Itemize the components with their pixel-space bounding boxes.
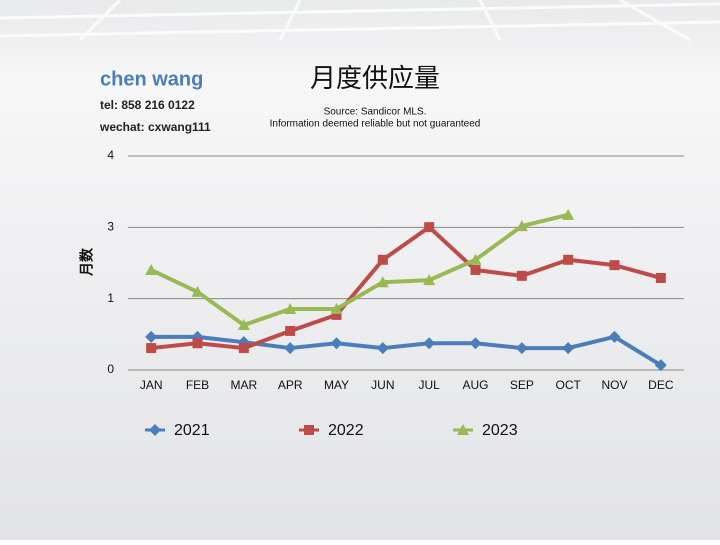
- marker: [423, 337, 436, 350]
- marker: [377, 254, 388, 265]
- legend-label: 2023: [482, 422, 518, 439]
- marker: [145, 330, 158, 343]
- series-line: [151, 334, 662, 367]
- marker: [563, 254, 574, 265]
- contact-wechat: wechat: cxwang111: [99, 120, 211, 134]
- marker: [284, 303, 297, 315]
- legend-label: 2022: [328, 422, 364, 439]
- x-tick-label: JUL: [418, 378, 440, 392]
- x-tick-label: DEC: [648, 378, 674, 392]
- legend-marker: [149, 424, 161, 436]
- marker: [238, 343, 249, 354]
- y-axis-label: 月数: [79, 247, 95, 277]
- marker: [330, 303, 343, 315]
- x-tick-label: JUN: [371, 378, 394, 392]
- marker: [469, 337, 482, 350]
- legend-marker: [304, 425, 314, 435]
- marker: [562, 342, 575, 355]
- x-tick-label: SEP: [510, 378, 534, 392]
- ceiling-texture: [0, 0, 720, 42]
- subtitle: Source: Sandicor MLS.: [324, 107, 427, 118]
- y-tick-label: 3: [107, 219, 114, 233]
- x-tick-label: MAR: [230, 378, 257, 392]
- y-tick-label: 1: [107, 291, 114, 305]
- marker: [331, 309, 342, 320]
- x-tick-label: AUG: [462, 378, 488, 392]
- marker: [516, 270, 527, 281]
- x-tick-label: APR: [278, 378, 303, 392]
- x-tick-label: OCT: [555, 378, 581, 392]
- series-line: [150, 212, 569, 328]
- marker: [191, 285, 204, 297]
- marker: [330, 337, 343, 350]
- marker: [285, 325, 296, 336]
- marker: [470, 264, 481, 275]
- marker: [562, 208, 575, 220]
- x-tick-label: JAN: [140, 378, 163, 392]
- marker: [469, 253, 482, 265]
- subtitle: Information deemed reliable but not guar…: [270, 119, 481, 130]
- legend-label: 2021: [174, 422, 210, 439]
- marker: [655, 272, 666, 283]
- marker: [376, 276, 389, 288]
- y-tick-label: 0: [107, 362, 114, 376]
- x-tick-label: FEB: [186, 378, 209, 392]
- contact-tel: tel: 858 216 0122: [100, 98, 195, 112]
- marker: [424, 222, 435, 233]
- marker: [237, 319, 250, 331]
- marker: [609, 260, 620, 271]
- marker: [145, 263, 158, 275]
- legend-marker: [457, 424, 469, 435]
- marker: [376, 342, 389, 355]
- marker: [192, 338, 203, 349]
- y-tick-label: 4: [107, 148, 114, 162]
- marker: [146, 343, 157, 354]
- chart-title: 月度供应量: [310, 63, 440, 93]
- marker: [423, 274, 436, 286]
- marker: [515, 220, 528, 232]
- x-tick-label: MAY: [324, 378, 349, 392]
- x-tick-label: NOV: [601, 378, 627, 392]
- series-line: [150, 225, 662, 351]
- marker: [654, 359, 667, 372]
- marker: [284, 342, 297, 355]
- marker: [608, 330, 621, 343]
- contact-name: chen wang: [100, 68, 203, 90]
- marker: [515, 342, 528, 355]
